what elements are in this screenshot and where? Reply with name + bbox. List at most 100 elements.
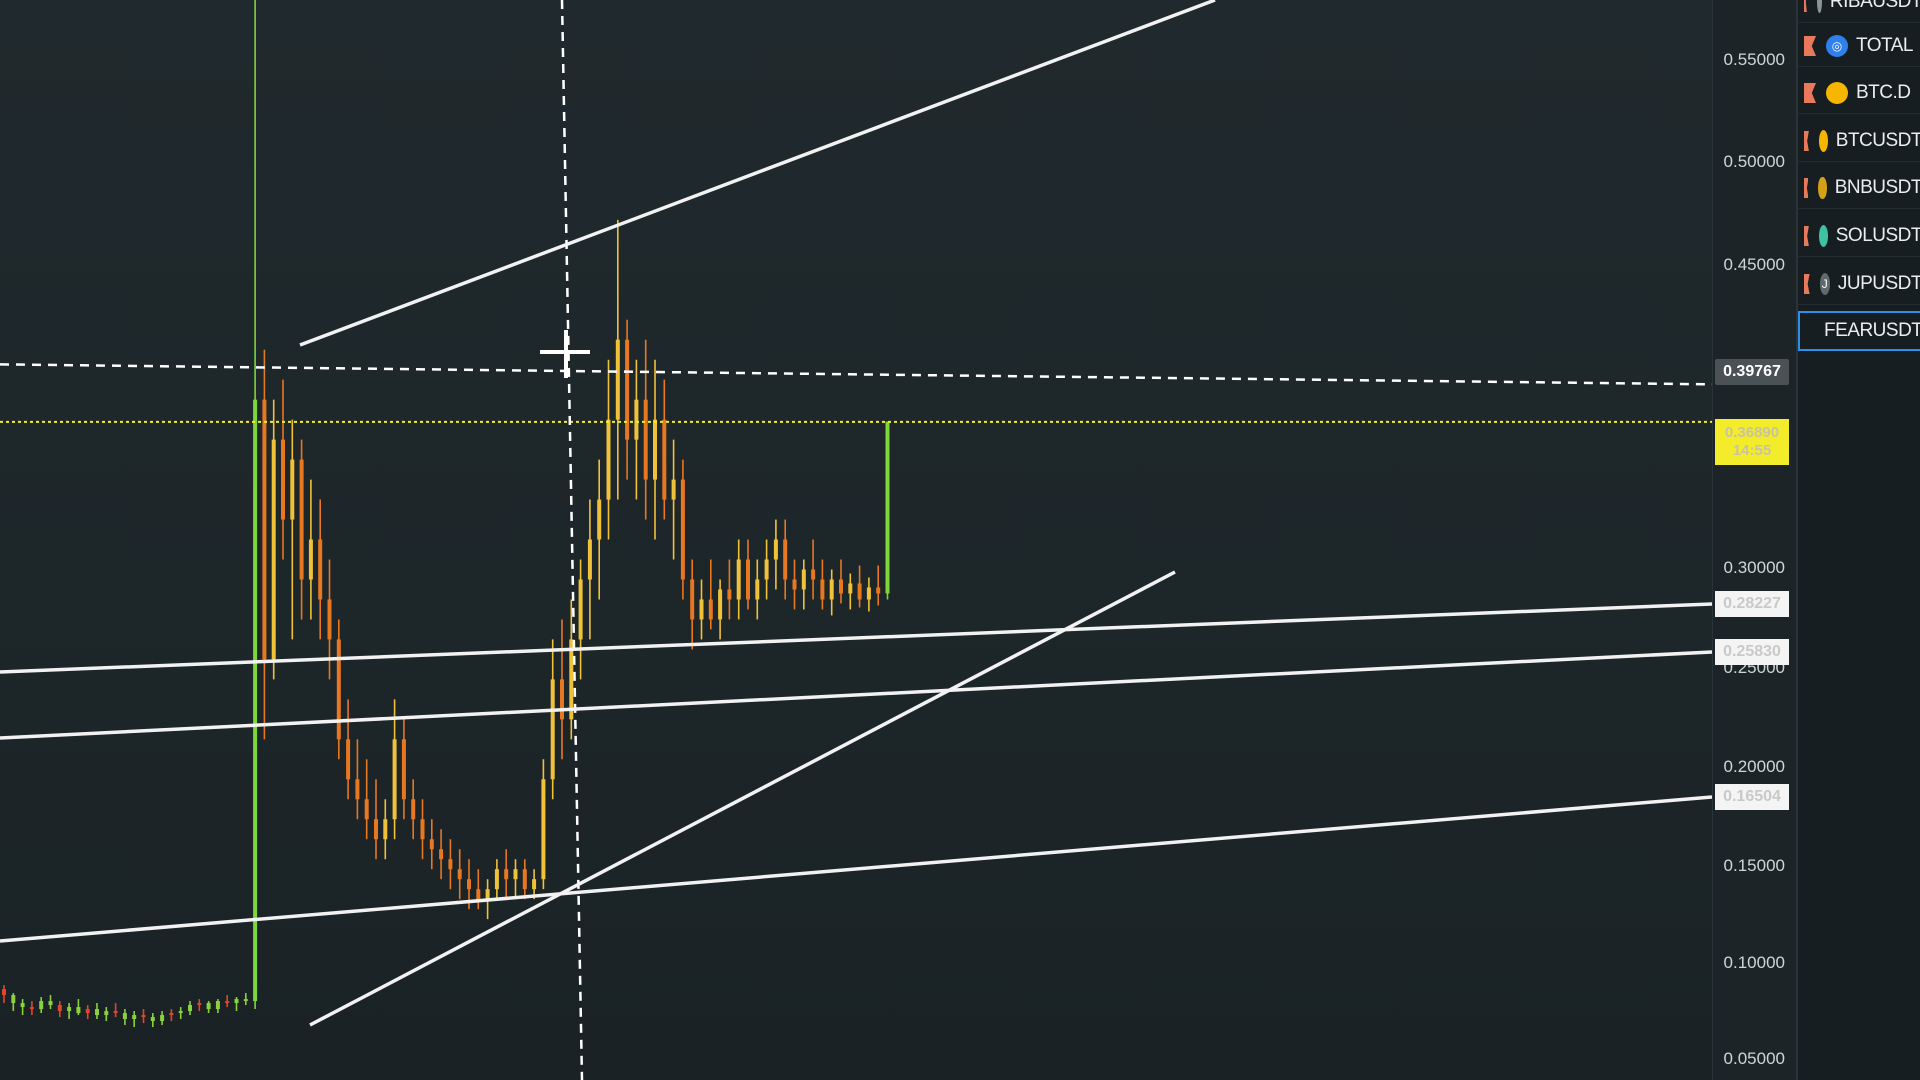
candle-body xyxy=(727,589,732,600)
candle-body xyxy=(355,779,360,800)
candle-body xyxy=(476,889,481,900)
candle-body xyxy=(243,999,248,1002)
flag-icon[interactable] xyxy=(1804,178,1809,198)
candle-body xyxy=(671,479,676,500)
candle-body xyxy=(188,1005,192,1012)
candle-body xyxy=(197,1003,202,1006)
watchlist-item[interactable]: BTC.D xyxy=(1798,73,1920,114)
candle-body xyxy=(820,579,825,600)
candle-body xyxy=(560,679,564,720)
watchlist-symbol: BTC.D xyxy=(1856,82,1911,103)
price-tick: 0.55000 xyxy=(1723,50,1785,69)
candle-body xyxy=(848,583,853,594)
candle-body xyxy=(411,799,416,820)
watchlist-item[interactable]: SOLUSDT xyxy=(1798,216,1920,257)
last-price-label: 0.36890 14:55 xyxy=(1715,419,1789,465)
candle-body xyxy=(773,539,778,560)
watchlist-symbol: TOTAL xyxy=(1856,35,1913,56)
candle-body xyxy=(522,869,527,890)
watchlist-panel: RIBAUSDT ◎ TOTAL BTC.D BTCUSDT BNBUSDT S… xyxy=(1796,0,1920,1080)
candle-body xyxy=(132,1015,137,1020)
price-tick: 0.20000 xyxy=(1723,757,1785,776)
price-tick: 0.45000 xyxy=(1723,255,1785,274)
price-tick: 0.30000 xyxy=(1723,558,1785,577)
candle-body xyxy=(634,399,639,440)
candle-body xyxy=(736,559,741,600)
price-tick: 0.15000 xyxy=(1723,856,1785,875)
candle-body xyxy=(215,1001,220,1010)
candle-body xyxy=(811,569,816,580)
watchlist-symbol: JUPUSDT xyxy=(1837,273,1920,294)
flag-icon[interactable] xyxy=(1804,83,1816,103)
candle-body xyxy=(615,339,620,420)
candle-body xyxy=(783,539,788,580)
candle-body xyxy=(746,559,750,600)
candle-body xyxy=(885,421,890,594)
flag-icon[interactable] xyxy=(1804,131,1809,151)
candle-body xyxy=(439,849,444,860)
candle-body xyxy=(643,399,648,480)
candle-body xyxy=(29,1007,34,1010)
watchlist-item-selected[interactable]: FEARUSDT xyxy=(1798,311,1920,351)
candle-body xyxy=(653,419,657,480)
candle-body xyxy=(690,579,695,620)
crosshair-price-label: 0.39767 xyxy=(1715,359,1789,385)
candle-body xyxy=(578,579,583,640)
chart-canvas[interactable] xyxy=(0,0,1712,1080)
candle-body xyxy=(374,819,378,840)
support-line xyxy=(0,795,1712,943)
candle-body xyxy=(346,739,351,780)
candle-body xyxy=(160,1015,165,1022)
flag-icon[interactable] xyxy=(1804,274,1810,294)
candle-body xyxy=(792,579,797,590)
candle-body xyxy=(494,869,499,890)
candle-body xyxy=(392,739,397,820)
candle-body xyxy=(290,459,295,520)
crosshair-horizontal xyxy=(0,363,1712,386)
candle-body xyxy=(57,1005,62,1012)
candle-body xyxy=(150,1017,155,1022)
candle-body xyxy=(67,1007,72,1012)
trend-line-lower xyxy=(309,570,1176,1027)
candle-body xyxy=(513,869,518,880)
price-tick: 0.05000 xyxy=(1723,1049,1785,1068)
crosshair-vertical xyxy=(560,0,584,1080)
candle-body xyxy=(141,1015,146,1018)
candle-body xyxy=(420,819,425,840)
flag-icon[interactable] xyxy=(1804,36,1816,56)
price-axis[interactable]: 0.55000 0.50000 0.45000 0.30000 0.25000 … xyxy=(1712,0,1797,1080)
watchlist-item[interactable]: RIBAUSDT xyxy=(1798,0,1920,23)
line-price-label: 0.16504 xyxy=(1715,784,1789,810)
candle-body xyxy=(20,1003,25,1008)
candle-body xyxy=(606,419,611,500)
ring-icon xyxy=(1816,0,1822,13)
price-tick: 0.10000 xyxy=(1723,953,1785,972)
candle-body xyxy=(76,1007,81,1014)
candle-body xyxy=(178,1011,183,1014)
candle-body xyxy=(95,1009,99,1016)
flag-icon[interactable] xyxy=(1804,226,1809,246)
candle-body xyxy=(253,399,258,1002)
candle-body xyxy=(504,869,509,880)
watchlist-item[interactable]: BTCUSDT xyxy=(1798,121,1920,162)
flag-icon[interactable] xyxy=(1804,0,1807,12)
price-tick: 0.50000 xyxy=(1723,152,1785,171)
watchlist-item[interactable]: BNBUSDT xyxy=(1798,168,1920,209)
candle-body xyxy=(876,587,881,594)
candle-body xyxy=(485,889,490,900)
trend-line-upper xyxy=(299,0,1216,347)
bnb-icon xyxy=(1818,177,1827,199)
candle-body xyxy=(569,639,574,720)
candle-body xyxy=(206,1003,211,1010)
candle-body xyxy=(829,579,834,600)
candle-body xyxy=(225,1001,230,1004)
candle-body xyxy=(262,399,267,660)
candle-body xyxy=(550,679,555,780)
price-chart[interactable] xyxy=(0,0,1712,1080)
candle-body xyxy=(48,1001,53,1006)
line-price-label: 0.28227 xyxy=(1715,591,1789,617)
watchlist-symbol: FEARUSDT xyxy=(1824,320,1920,341)
candle-body xyxy=(39,1001,44,1010)
watchlist-item[interactable]: J JUPUSDT xyxy=(1798,264,1920,305)
watchlist-item[interactable]: ◎ TOTAL xyxy=(1798,26,1920,67)
